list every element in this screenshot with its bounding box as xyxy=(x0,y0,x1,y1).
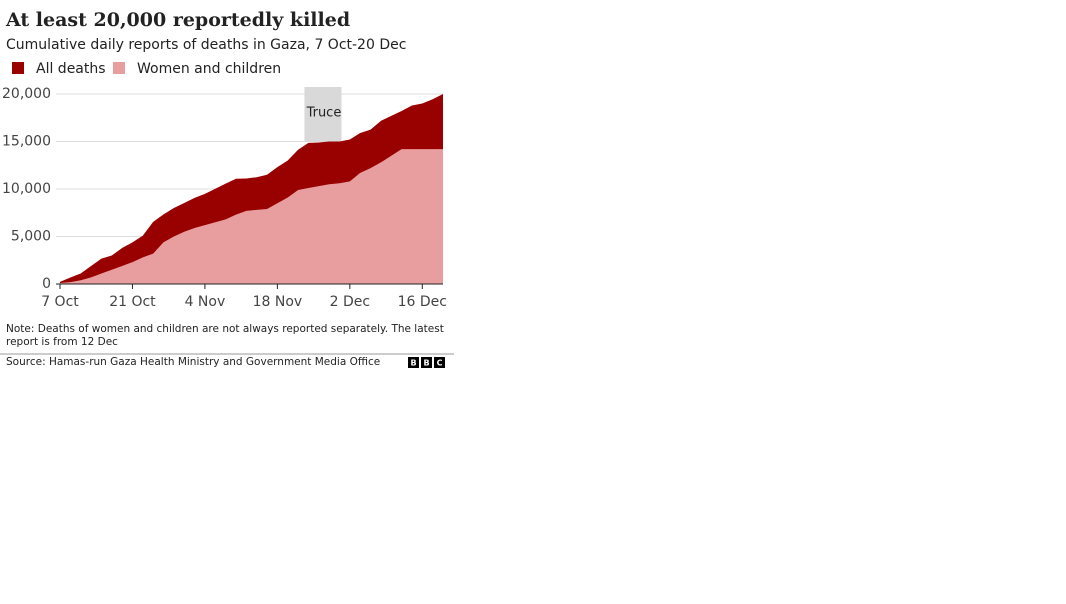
y-tick-label: 0 xyxy=(42,276,51,292)
chart-subtitle: Cumulative daily reports of deaths in Ga… xyxy=(6,37,406,53)
note: report is from 12 Dec xyxy=(6,336,118,348)
logo-block xyxy=(408,357,419,368)
logo-block xyxy=(421,357,432,368)
logo-letter: B xyxy=(410,359,416,368)
y-tick-label: 10,000 xyxy=(2,181,51,197)
logo-block xyxy=(434,357,445,368)
logo-letter: C xyxy=(437,359,443,368)
annotation: Truce xyxy=(306,106,342,121)
x-tick-label: 16 Dec xyxy=(398,294,447,310)
truce-band xyxy=(304,87,342,142)
y-tick-label: 15,000 xyxy=(2,134,51,150)
note: Note: Deaths of women and children are n… xyxy=(6,323,444,335)
logo-letter: B xyxy=(423,359,429,368)
legend-label: All deaths xyxy=(36,61,106,77)
legend-swatch xyxy=(113,62,125,74)
legend-swatch xyxy=(12,62,24,74)
y-tick-label: 20,000 xyxy=(2,86,51,102)
x-tick-label: 21 Oct xyxy=(109,294,156,310)
chart-title: At least 20,000 reportedly killed xyxy=(5,9,350,31)
x-tick-label: 18 Nov xyxy=(253,294,303,310)
x-tick-label: 7 Oct xyxy=(41,294,79,310)
source: Source: Hamas-run Gaza Health Ministry a… xyxy=(6,356,380,368)
legend-label: Women and children xyxy=(137,61,281,77)
area xyxy=(60,149,443,284)
x-tick-label: 4 Nov xyxy=(185,294,226,310)
y-tick-label: 5,000 xyxy=(11,229,51,245)
x-tick-label: 2 Dec xyxy=(330,294,370,310)
